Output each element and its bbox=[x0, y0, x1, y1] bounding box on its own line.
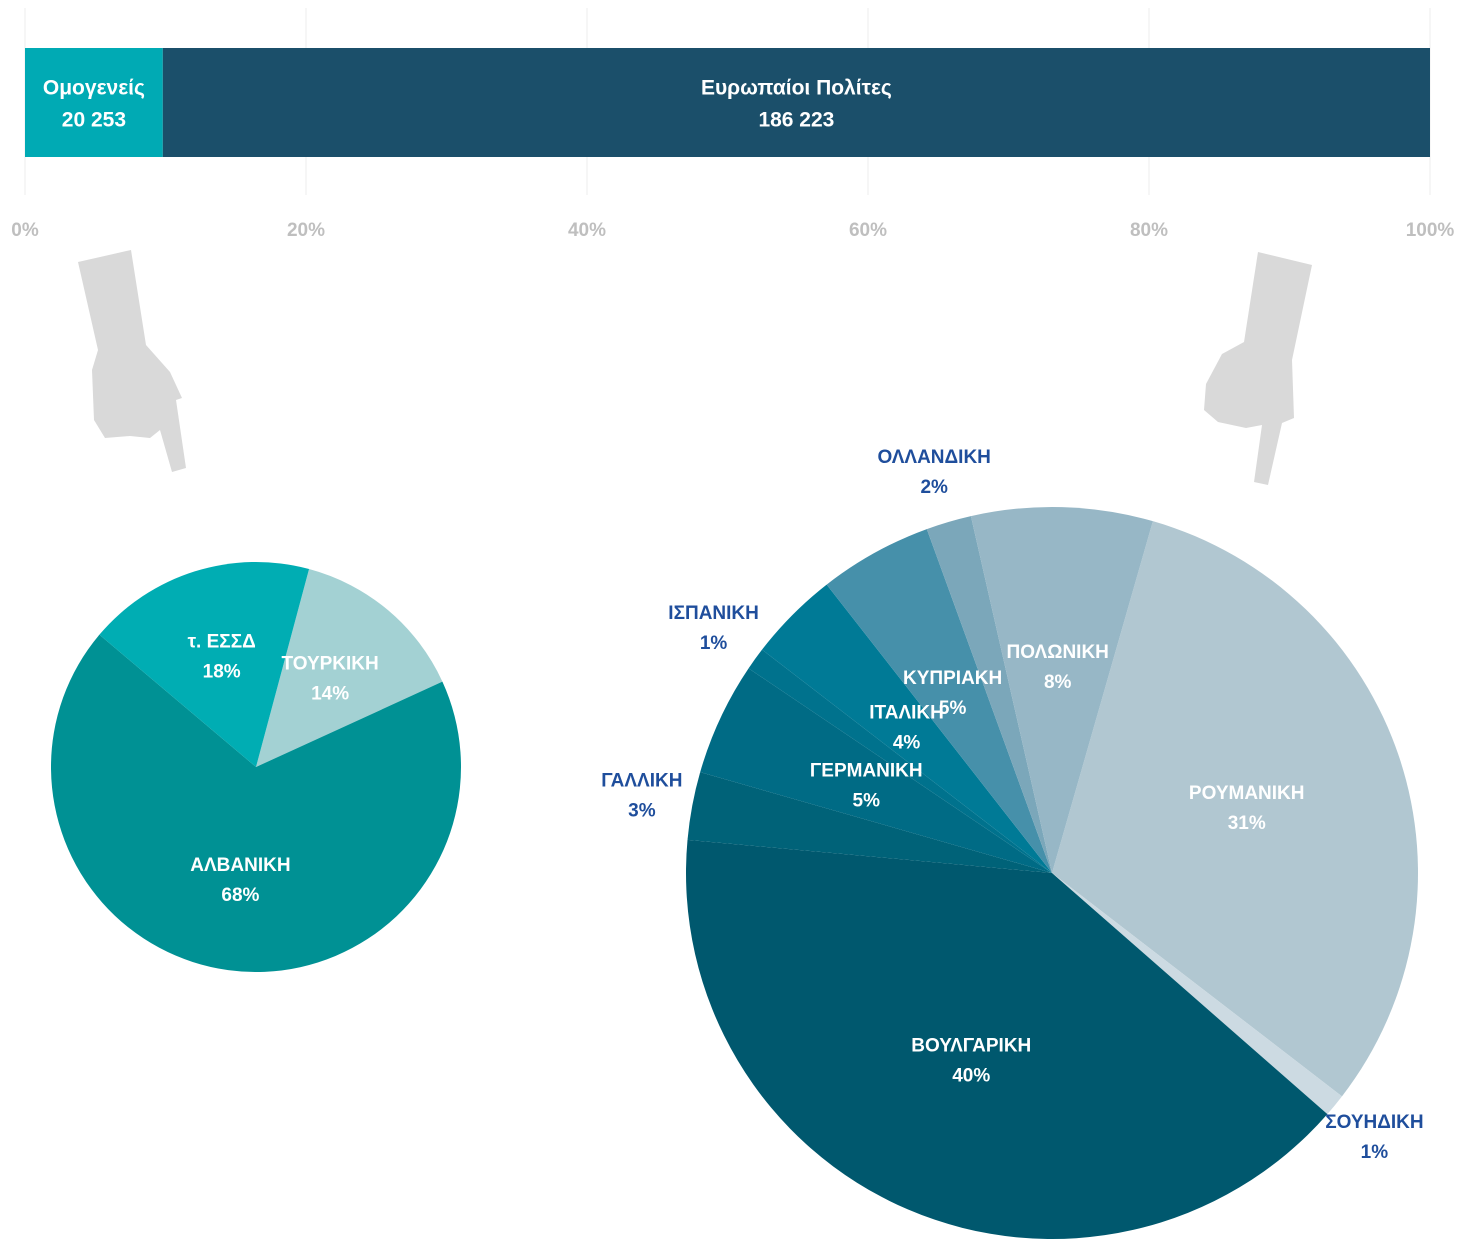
pie-slice bbox=[926, 516, 1052, 873]
segment-name: Ομογενείς bbox=[43, 77, 145, 100]
data-label: 14% bbox=[311, 683, 349, 704]
pie-slice bbox=[700, 668, 1052, 873]
slice-label: ΑΛΒΑΝΙΚΗ bbox=[190, 855, 290, 876]
pie-slice bbox=[826, 529, 1052, 873]
x-tick-label: 20% bbox=[287, 220, 325, 241]
pie-slice bbox=[256, 568, 443, 767]
data-label: 31% bbox=[1228, 813, 1266, 834]
slice-label: ΟΛΛΑΝΔΙΚΗ bbox=[877, 447, 990, 468]
data-label: 3% bbox=[628, 800, 656, 821]
decoration bbox=[78, 250, 1312, 485]
slice-label: ΙΣΠΑΝΙΚΗ bbox=[668, 603, 759, 624]
pie-slice bbox=[1052, 873, 1342, 1115]
hand-icon bbox=[78, 250, 186, 472]
pie-slice bbox=[762, 584, 1052, 873]
x-tick-label: 60% bbox=[849, 220, 887, 241]
slice-label: ΒΟΥΛΓΑΡΙΚΗ bbox=[911, 1035, 1031, 1056]
data-label: 20 253 bbox=[62, 109, 126, 132]
segment-name: Ευρωπαίοι Πολίτες bbox=[701, 77, 892, 100]
data-label: 1% bbox=[1361, 1142, 1389, 1163]
pie-slice bbox=[970, 507, 1153, 873]
pie-slice bbox=[687, 772, 1052, 873]
data-label: 40% bbox=[952, 1065, 990, 1086]
slice-label: ΠΟΛΩΝΙΚΗ bbox=[1007, 642, 1109, 663]
pie-slice bbox=[1052, 521, 1418, 1097]
data-label: 5% bbox=[939, 698, 967, 719]
pie-slice bbox=[99, 562, 310, 767]
data-label: 1% bbox=[700, 633, 728, 654]
pie-slice bbox=[748, 649, 1052, 873]
data-label: 4% bbox=[893, 733, 921, 754]
x-tick-label: 80% bbox=[1130, 220, 1168, 241]
x-tick-label: 0% bbox=[11, 220, 39, 241]
data-label: 5% bbox=[853, 790, 881, 811]
data-label: 186 223 bbox=[758, 109, 834, 132]
slice-label: τ. ΕΣΣΔ bbox=[188, 631, 256, 652]
slice-label: ΓΕΡΜΑΝΙΚΗ bbox=[810, 760, 923, 781]
data-label: 2% bbox=[920, 477, 948, 498]
data-label: 8% bbox=[1044, 672, 1072, 693]
pie-slice bbox=[51, 634, 461, 972]
slice-label: ΤΟΥΡΚΙΚΗ bbox=[281, 653, 378, 674]
bar-segment bbox=[25, 48, 163, 157]
slice-label: ΡΟΥΜΑΝΙΚΗ bbox=[1189, 783, 1305, 804]
hand-icon bbox=[1204, 252, 1312, 485]
x-tick-label: 100% bbox=[1406, 220, 1455, 241]
bar-segment bbox=[162, 48, 1430, 157]
slice-label: ΚΥΠΡΙΑΚΗ bbox=[903, 668, 1002, 689]
slice-label: ΓΑΛΛΙΚΗ bbox=[601, 770, 682, 791]
data-label: 68% bbox=[221, 885, 259, 906]
pie-slice bbox=[686, 839, 1328, 1239]
data-label: 18% bbox=[203, 661, 241, 682]
slice-label: ΙΤΑΛΙΚΗ bbox=[869, 703, 944, 724]
x-tick-label: 40% bbox=[568, 220, 606, 241]
slice-label: ΣΟΥΗΔΙΚΗ bbox=[1325, 1112, 1423, 1133]
